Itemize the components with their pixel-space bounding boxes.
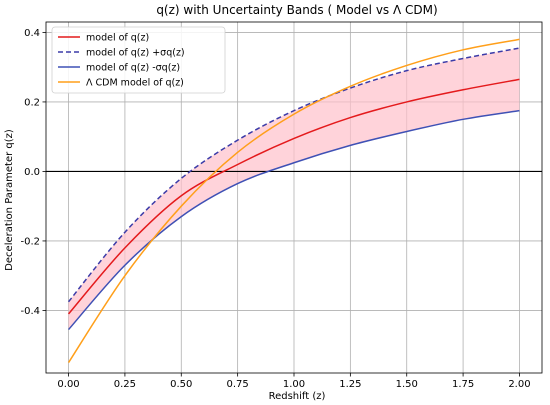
series-line-3: [67, 38, 520, 363]
legend-box: [51, 26, 226, 94]
y-tick-label: -0.4: [20, 306, 40, 317]
y-tick-label: 0.2: [24, 97, 40, 108]
series-line-0: [67, 78, 520, 315]
y-tick-label: -0.2: [20, 236, 40, 247]
x-tick-label: 1.75: [452, 379, 474, 390]
legend-label-3: Λ CDM model of q(z): [86, 78, 184, 89]
x-tick-label: 0.75: [227, 379, 249, 390]
uncertainty-band: [68, 48, 520, 330]
legend-label-0: model of q(z): [86, 33, 149, 44]
y-ticks: -0.4 -0.2 0.0 0.2 0.4: [20, 28, 46, 317]
legend-label-2: model of q(z) -σq(z): [86, 63, 180, 74]
x-tick-label: 2.00: [508, 379, 530, 390]
chart-title: q(z) with Uncertainty Bands ( Model vs Λ…: [156, 3, 437, 17]
legend-label-1: model of q(z) +σq(z): [86, 48, 185, 59]
x-tick-label: 0.00: [57, 379, 79, 390]
band: [68, 48, 520, 330]
x-ticks: 0.00 0.25 0.50 0.75 1.00 1.25 1.50 1.75 2.00: [57, 373, 531, 390]
x-tick-label: 0.50: [170, 379, 192, 390]
series-line-1: [67, 47, 520, 303]
x-tick-label: 1.50: [396, 379, 418, 390]
x-axis-label: Redshift (z): [269, 391, 326, 402]
x-tick-label: 1.00: [283, 379, 305, 390]
x-tick-label: 1.25: [339, 379, 361, 390]
series-lines: [67, 38, 520, 363]
y-tick-label: 0.0: [24, 167, 40, 178]
y-axis-label: Deceleration Parameter q(z): [4, 129, 15, 271]
legend: model of q(z) model of q(z) +σq(z) model o…: [51, 26, 226, 94]
series-line-2: [67, 109, 520, 331]
x-tick-label: 0.25: [114, 379, 136, 390]
y-tick-label: 0.4: [24, 28, 40, 39]
